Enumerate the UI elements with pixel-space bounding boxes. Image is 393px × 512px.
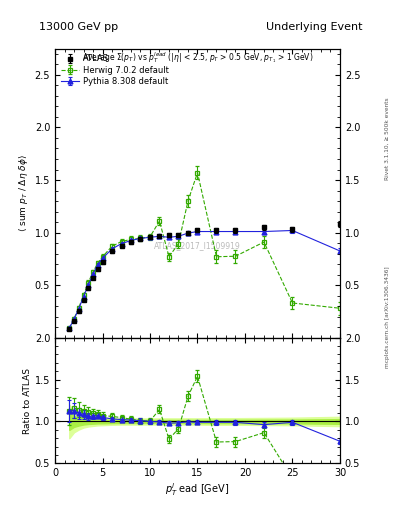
X-axis label: $p_T^l$ ead [GeV]: $p_T^l$ ead [GeV] bbox=[165, 481, 230, 498]
Text: 13000 GeV pp: 13000 GeV pp bbox=[39, 22, 118, 32]
Legend: ATLAS, Herwig 7.0.2 default, Pythia 8.308 default: ATLAS, Herwig 7.0.2 default, Pythia 8.30… bbox=[58, 52, 172, 88]
Text: Average $\Sigma(p_T)$ vs $p_T^{lead}$ ($|\eta|$ < 2.5, $p_T$ > 0.5 GeV, $p_{T_1}: Average $\Sigma(p_T)$ vs $p_T^{lead}$ ($… bbox=[82, 50, 313, 65]
Text: ATLAS_2017_I1509919: ATLAS_2017_I1509919 bbox=[154, 241, 241, 250]
Y-axis label: Ratio to ATLAS: Ratio to ATLAS bbox=[23, 368, 32, 434]
Text: Underlying Event: Underlying Event bbox=[266, 22, 363, 32]
Text: Rivet 3.1.10, ≥ 500k events: Rivet 3.1.10, ≥ 500k events bbox=[385, 97, 390, 180]
Text: mcplots.cern.ch [arXiv:1306.3436]: mcplots.cern.ch [arXiv:1306.3436] bbox=[385, 267, 390, 368]
Y-axis label: $\langle$ sum $p_T$ / $\Delta\eta$ $\delta\phi\rangle$: $\langle$ sum $p_T$ / $\Delta\eta$ $\del… bbox=[18, 154, 31, 232]
